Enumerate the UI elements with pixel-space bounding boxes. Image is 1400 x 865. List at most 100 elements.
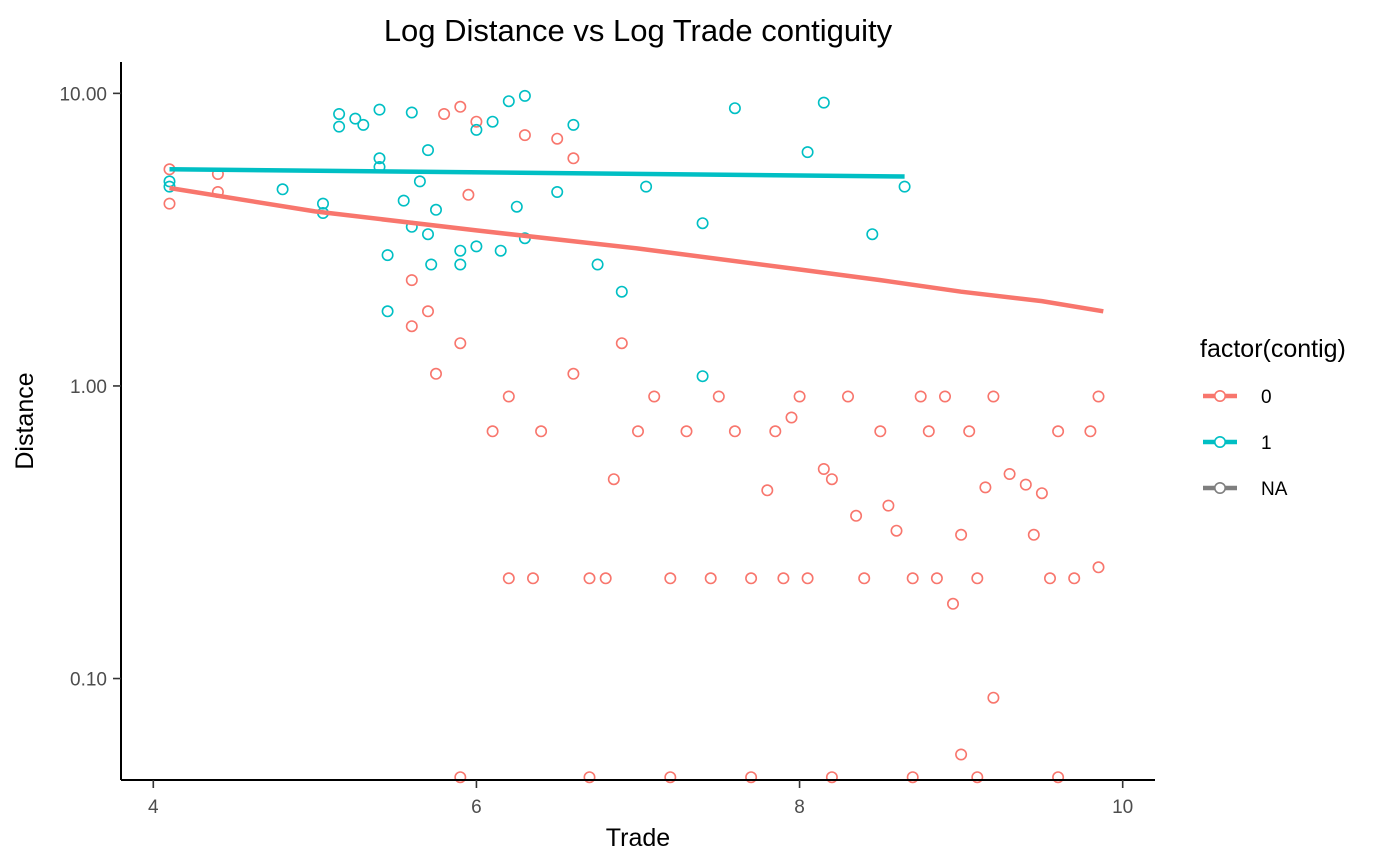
data-point [825,473,838,486]
data-point [938,390,951,403]
data-point [1027,528,1040,541]
legend-label: NA [1261,479,1288,500]
data-point [454,244,467,257]
plot-area [163,89,1105,784]
data-point [874,425,887,438]
data-point [914,390,927,403]
data-point [502,390,515,403]
data-point [518,129,531,142]
data-point [963,425,976,438]
data-point [987,390,1000,403]
y-tick-label: 10.00 [59,84,107,105]
data-point [421,144,434,157]
data-point [745,771,758,784]
data-point [551,132,564,145]
legend-key-point [1214,481,1227,494]
y-tick-label: 0.10 [70,670,107,691]
x-tick-label: 10 [1112,797,1133,818]
data-point [890,524,903,537]
data-point [535,425,548,438]
data-point [397,194,410,207]
data-point [486,425,499,438]
data-point [955,748,968,761]
data-point [979,481,992,494]
data-point [946,597,959,610]
data-point [1052,771,1065,784]
data-point [454,771,467,784]
data-point [494,244,507,257]
data-point [648,390,661,403]
data-point [454,258,467,271]
axes: 4 6 8 10 0.10 1.00 10.00 [59,62,1155,818]
data-point [1044,572,1057,585]
data-point [510,200,523,213]
data-point [373,103,386,116]
data-point [567,118,580,131]
data-point [567,367,580,380]
legend-item-1: 1 [1203,433,1272,454]
data-point [1003,467,1016,480]
data-point [987,691,1000,704]
data-point [615,285,628,298]
legend-key-point [1214,389,1227,402]
x-axis-title: Trade [606,824,670,852]
data-point [551,186,564,199]
data-point [712,390,725,403]
data-point [421,228,434,241]
data-point [696,217,709,230]
x-tick-label: 8 [794,797,805,818]
series-1-points [163,89,911,383]
data-point [333,108,346,121]
data-point [1019,478,1032,491]
data-point [502,95,515,108]
data-point [421,305,434,318]
legend: factor(contig) 0 1 NA [1200,335,1346,500]
data-point [502,572,515,585]
data-point [429,367,442,380]
data-point [801,572,814,585]
data-point [906,771,919,784]
data-point [696,370,709,383]
data-point [664,572,677,585]
data-point [793,390,806,403]
data-point [405,106,418,119]
data-point [777,572,790,585]
legend-key-point [1214,435,1227,448]
data-point [357,118,370,131]
data-point [1035,487,1048,500]
y-tick-label: 1.00 [70,377,107,398]
x-tick-label: 4 [148,797,159,818]
data-point [591,258,604,271]
data-point [381,305,394,318]
data-point [405,274,418,287]
legend-label: 1 [1261,433,1272,454]
legend-item-NA: NA [1203,479,1288,500]
data-point [1084,425,1097,438]
y-axis-title: Distance [11,372,39,469]
data-point [825,771,838,784]
legend-title: factor(contig) [1200,335,1346,363]
data-point [518,89,531,102]
data-point [615,337,628,350]
x-tick-label: 6 [471,797,482,818]
data-point [470,123,483,136]
data-point [761,484,774,497]
trend-line-0 [169,185,1104,314]
data-point [454,337,467,350]
data-point [850,509,863,522]
trend-line-1 [169,167,905,179]
data-point [858,572,871,585]
data-point [583,771,596,784]
data-point [413,175,426,188]
data-point [316,197,329,210]
data-point [349,112,362,125]
data-point [922,425,935,438]
data-point [486,115,499,128]
data-point [930,572,943,585]
data-point [599,572,612,585]
data-point [640,180,653,193]
data-point [583,572,596,585]
data-point [163,175,176,188]
data-point [906,572,919,585]
legend-label: 0 [1261,387,1272,408]
